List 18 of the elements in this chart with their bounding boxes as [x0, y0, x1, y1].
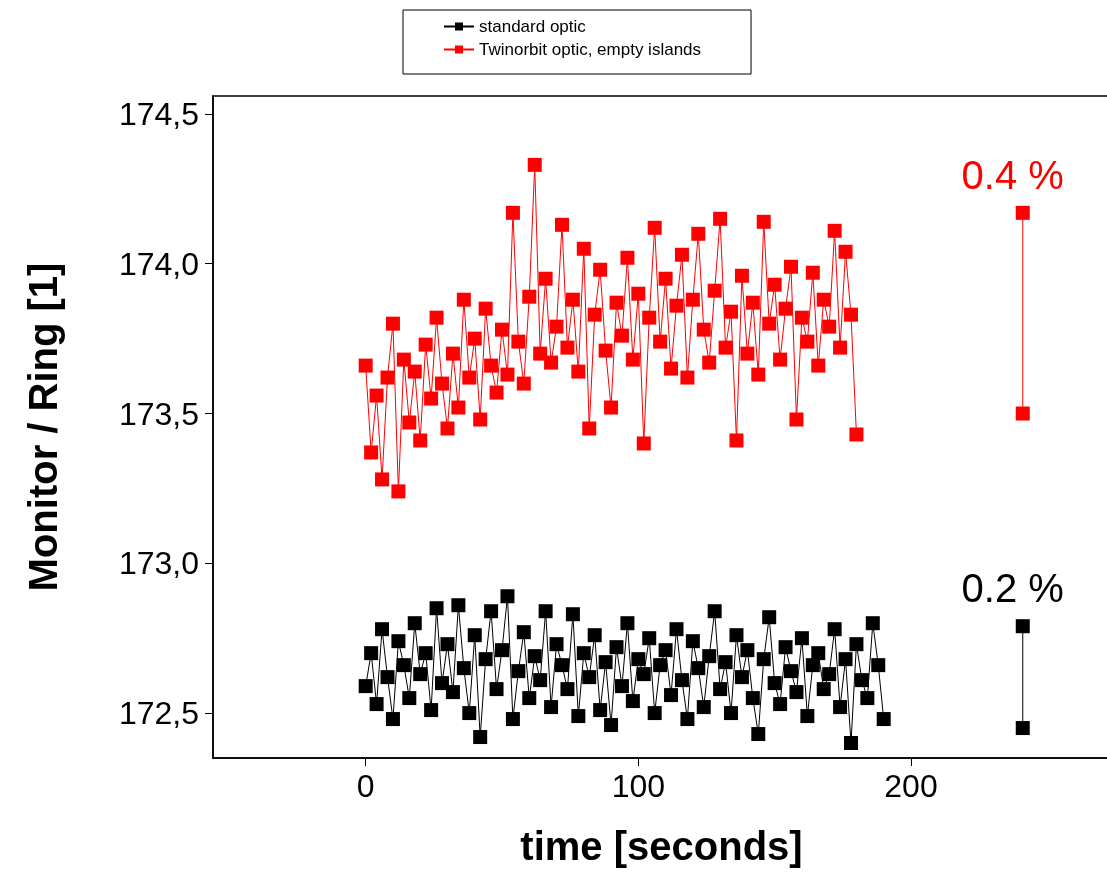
x-axis-title: time [seconds]: [520, 824, 803, 868]
y-tick-label: 172,5: [118, 695, 199, 732]
y-tick-label: 174,0: [118, 245, 199, 282]
point: [1015, 205, 1030, 220]
annotation: 0.2 %: [961, 566, 1064, 611]
x-tick-label: 200: [884, 768, 938, 804]
y-tick-label: 173,0: [118, 545, 199, 582]
point: [1015, 406, 1030, 421]
point: [1015, 619, 1030, 634]
point: [1015, 721, 1030, 736]
y-axis-title: Monitor / Ring [1]: [21, 262, 65, 592]
annotation: 0.4 %: [961, 152, 1064, 197]
legend-label: Twinorbit optic, empty islands: [479, 40, 702, 59]
y-tick-label: 174,5: [118, 95, 199, 132]
x-tick-label: 0: [356, 768, 375, 804]
x-tick-label: 100: [611, 768, 666, 804]
legend-label: standard optic: [479, 17, 587, 36]
y-tick-label: 173,5: [118, 395, 199, 432]
